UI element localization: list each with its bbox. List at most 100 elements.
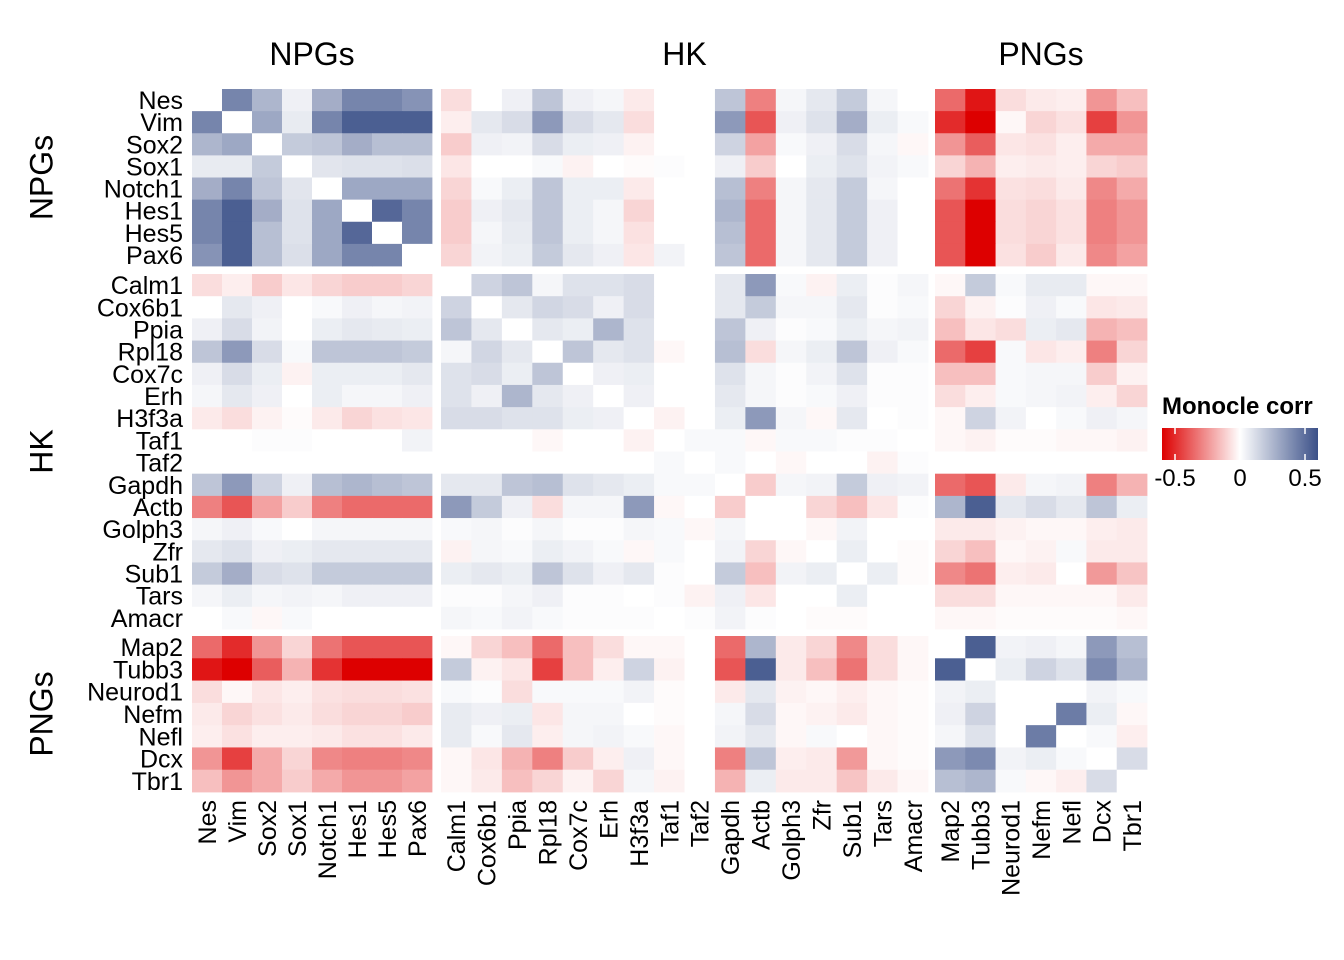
column-label-tars: Tars xyxy=(869,800,897,847)
heatmap-cell-nefl-sub1 xyxy=(836,725,868,748)
heatmap-cell-neurod1-rpl18 xyxy=(532,680,564,704)
heatmap-cell-ppia-tbr1 xyxy=(1116,318,1148,341)
heatmap-cell-erh-neurod1 xyxy=(995,384,1027,408)
heatmap-cell-dcx-hes5 xyxy=(372,747,403,771)
heatmap-cell-hes5-notch1 xyxy=(312,221,343,245)
heatmap-cell-tbr1-sox1 xyxy=(282,769,313,793)
heatmap-cell-sub1-calm1 xyxy=(441,562,472,586)
heatmap-cell-zfr-amacr xyxy=(897,540,929,563)
heatmap-cell-sub1-gapdh xyxy=(714,562,746,586)
heatmap-cell-nefl-cox6b1 xyxy=(471,725,503,748)
row-label-ppia: Ppia xyxy=(133,317,183,345)
heatmap-cell-golph3-nefm xyxy=(1025,518,1057,541)
heatmap-cell-notch1-sub1 xyxy=(836,177,868,201)
heatmap-cell-golph3-sub1 xyxy=(836,518,868,541)
column-group-label-npgs: NPGs xyxy=(269,36,354,72)
heatmap-cell-nefl-sox1 xyxy=(282,725,313,748)
heatmap-cell-rpl18-tubb3 xyxy=(965,340,996,364)
heatmap-cell-zfr-sub1 xyxy=(836,540,868,563)
heatmap-cell-tbr1-ppia xyxy=(501,769,533,793)
heatmap-cell-pax6-tubb3 xyxy=(965,243,996,267)
heatmap-cell-rpl18-notch1 xyxy=(312,340,343,364)
heatmap-cell-nes-calm1 xyxy=(441,89,472,112)
heatmap-cell-zfr-dcx xyxy=(1086,540,1118,563)
heatmap-cell-notch1-tubb3 xyxy=(965,177,996,201)
heatmap-cell-taf2-neurod1 xyxy=(995,451,1027,475)
heatmap-cell-tubb3-zfr xyxy=(806,658,838,681)
heatmap-cell-sox2-rpl18 xyxy=(532,133,564,156)
heatmap-cell-actb-hes5 xyxy=(372,495,403,519)
row-group-label-pngs: PNGs xyxy=(23,671,59,756)
heatmap-cell-sox1-hes1 xyxy=(342,155,373,178)
column-label-ppia: Ppia xyxy=(504,800,532,850)
heatmap-cell-neurod1-tubb3 xyxy=(965,680,996,704)
heatmap-cell-calm1-actb xyxy=(745,274,777,297)
heatmap-cell-h3f3a-tbr1 xyxy=(1116,407,1148,430)
heatmap-cell-tars-vim xyxy=(222,584,253,608)
heatmap-cell-vim-hes5 xyxy=(372,111,403,134)
heatmap-cell-calm1-golph3 xyxy=(775,274,807,297)
row-label-hes1: Hes1 xyxy=(125,198,183,226)
heatmap-cell-nes-sub1 xyxy=(836,89,868,112)
heatmap-cell-tubb3-sox2 xyxy=(252,658,283,681)
heatmap-cell-cox7c-ppia xyxy=(501,362,533,386)
heatmap-cell-amacr-nefm xyxy=(1025,606,1057,630)
heatmap-cell-map2-map2 xyxy=(935,636,966,659)
heatmap-cell-ppia-zfr xyxy=(806,318,838,341)
heatmap-cell-zfr-neurod1 xyxy=(995,540,1027,563)
heatmap-cell-tars-taf2 xyxy=(684,584,716,608)
heatmap-cell-neurod1-map2 xyxy=(935,680,966,704)
heatmap-cell-amacr-sox2 xyxy=(252,606,283,630)
heatmap-cell-sox2-tars xyxy=(867,133,898,156)
heatmap-cell-tubb3-cox6b1 xyxy=(471,658,503,681)
column-label-cox7c: Cox7c xyxy=(565,800,593,871)
heatmap-cell-gapdh-golph3 xyxy=(775,473,807,497)
heatmap-cell-dcx-hes1 xyxy=(342,747,373,771)
heatmap-cell-hes1-map2 xyxy=(935,199,966,223)
heatmap-cell-rpl18-sub1 xyxy=(836,340,868,364)
heatmap-cell-nes-gapdh xyxy=(714,89,746,112)
heatmap-cell-vim-nes xyxy=(192,111,223,134)
heatmap-cell-calm1-tars xyxy=(867,274,898,297)
heatmap-cell-zfr-tubb3 xyxy=(965,540,996,563)
heatmap-cell-neurod1-sub1 xyxy=(836,680,868,704)
heatmap-cell-h3f3a-sub1 xyxy=(836,407,868,430)
heatmap-cell-nefm-map2 xyxy=(935,702,966,726)
heatmap-cell-map2-taf1 xyxy=(654,636,685,659)
heatmap-cell-nefl-golph3 xyxy=(775,725,807,748)
heatmap-cell-nefl-nes xyxy=(192,725,223,748)
heatmap-cell-taf2-erh xyxy=(593,451,625,475)
heatmap-cell-sox1-actb xyxy=(745,155,777,178)
heatmap-cell-actb-neurod1 xyxy=(995,495,1027,519)
column-label-taf1: Taf1 xyxy=(656,800,684,847)
heatmap-cell-rpl18-h3f3a xyxy=(623,340,655,364)
heatmap-cell-nefl-sox2 xyxy=(252,725,283,748)
heatmap-cell-cox7c-actb xyxy=(745,362,777,386)
heatmap-cell-calm1-ppia xyxy=(501,274,533,297)
heatmap-cell-hes5-pax6 xyxy=(402,221,433,245)
heatmap-cell-nefl-tbr1 xyxy=(1116,725,1148,748)
heatmap-cell-hes5-sub1 xyxy=(836,221,868,245)
heatmap-cell-gapdh-sox1 xyxy=(282,473,313,497)
heatmap-cell-calm1-nefm xyxy=(1025,274,1057,297)
heatmap-cell-h3f3a-hes5 xyxy=(372,407,403,430)
heatmap-cell-cox7c-nes xyxy=(192,362,223,386)
heatmap-cell-actb-dcx xyxy=(1086,495,1118,519)
heatmap-cell-sub1-dcx xyxy=(1086,562,1118,586)
heatmap-cell-actb-rpl18 xyxy=(532,495,564,519)
heatmap-cell-taf1-sub1 xyxy=(836,429,868,452)
heatmap-cell-rpl18-golph3 xyxy=(775,340,807,364)
heatmap-cell-amacr-rpl18 xyxy=(532,606,564,630)
heatmap-cell-neurod1-nefm xyxy=(1025,680,1057,704)
heatmap-cell-calm1-vim xyxy=(222,274,253,297)
heatmap-cell-cox6b1-map2 xyxy=(935,296,966,319)
heatmap-cell-rpl18-neurod1 xyxy=(995,340,1027,364)
heatmap-cell-pax6-sox2 xyxy=(252,243,283,267)
heatmap-cell-cox7c-taf2 xyxy=(684,362,716,386)
heatmap-cell-cox6b1-h3f3a xyxy=(623,296,655,319)
heatmap-cell-sox1-notch1 xyxy=(312,155,343,178)
heatmap-cell-h3f3a-tubb3 xyxy=(965,407,996,430)
heatmap-cell-sub1-cox6b1 xyxy=(471,562,503,586)
heatmap-cell-tbr1-neurod1 xyxy=(995,769,1027,793)
